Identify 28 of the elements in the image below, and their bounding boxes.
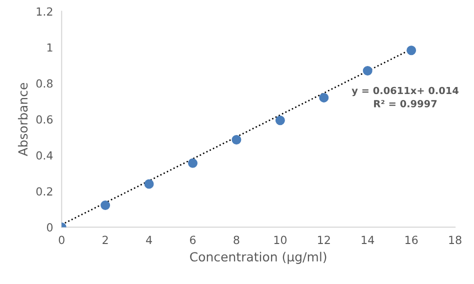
point [362,66,372,76]
x-tick-label: 14 [362,236,374,244]
x-tick-label: 2 [102,236,108,244]
x-tick-label: 6 [190,236,196,244]
x-tick-label: 16 [405,236,418,244]
x-axis-title: Concentration (µg/ml) [190,252,326,264]
point [232,135,242,145]
y-tick-label: 1 [47,43,52,52]
point [406,46,416,56]
x-tick-label: 4 [146,236,152,244]
x-tick-label: 0 [58,236,64,244]
x-tick-label: 8 [234,236,240,244]
annotation: y = 0.0611x+ 0.014 R² = 0.9997 [352,86,458,108]
y-tick-label: 0.4 [36,151,53,160]
y-tick-label: 0 [46,223,53,232]
point [319,92,329,102]
point [188,158,198,168]
y-tick-label: 0.6 [36,115,53,124]
point [100,200,110,210]
y-tick-label: 0.8 [36,79,53,88]
point [144,179,154,189]
y-axis-title: Absorbance [18,83,28,156]
point [275,116,285,126]
y-tick-label: 0.2 [36,187,52,196]
x-tick-label: 18 [449,236,462,244]
x-tick-label: 10 [274,236,287,244]
x-tick-label: 12 [318,236,330,244]
y-tick-label: 1.2 [36,7,52,16]
